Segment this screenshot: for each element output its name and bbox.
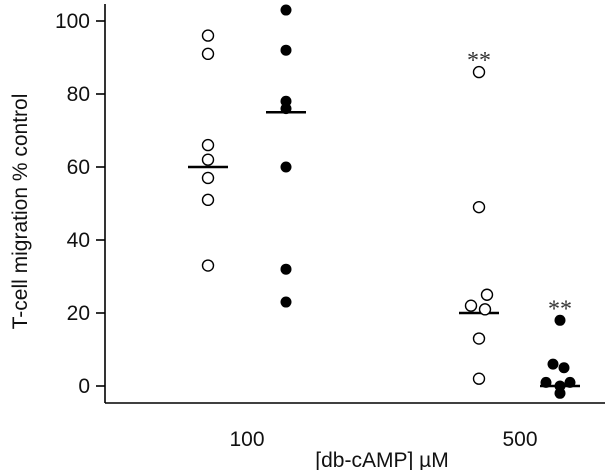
y-tick-label: 40 xyxy=(67,229,90,252)
data-points xyxy=(201,4,576,399)
significance-annotations: ** ** xyxy=(467,48,572,322)
filled-circle-point xyxy=(280,44,292,56)
y-axis-ticks: 0 20 40 60 80 100 xyxy=(55,10,105,398)
filled-circle-point xyxy=(280,103,292,115)
open-circle-point xyxy=(472,200,486,214)
open-circle-point xyxy=(201,259,215,272)
open-circle-point xyxy=(201,153,215,166)
open-circle-point xyxy=(472,65,486,79)
filled-circle-point xyxy=(280,296,292,308)
filled-circle-point xyxy=(540,376,552,388)
y-tick-label: 80 xyxy=(67,83,90,106)
open-circle-point xyxy=(464,299,478,312)
open-circle-point xyxy=(201,171,215,185)
open-circle-point xyxy=(480,288,494,301)
filled-circle-point xyxy=(280,263,292,275)
open-circle-point xyxy=(201,193,215,207)
median-lines xyxy=(188,111,580,388)
y-tick-label: 0 xyxy=(78,375,90,398)
open-circle-point xyxy=(201,47,215,61)
x-tick-label: 500 xyxy=(502,428,537,451)
significance-marker: ** xyxy=(467,48,491,74)
filled-circle-point xyxy=(554,314,566,326)
x-tick-label: 100 xyxy=(229,428,264,451)
y-tick-label: 100 xyxy=(55,10,90,33)
open-circle-point xyxy=(201,138,215,152)
y-tick-label: 60 xyxy=(67,156,90,179)
open-circle-point xyxy=(478,303,492,316)
filled-circle-point xyxy=(554,387,566,399)
x-axis-label: [db-cAMP] µM xyxy=(315,449,448,470)
y-tick-label: 20 xyxy=(67,302,90,325)
filled-circle-point xyxy=(280,4,292,16)
y-axis-label: T-cell migration % control xyxy=(9,94,32,330)
filled-circle-point xyxy=(280,161,292,173)
filled-circle-point xyxy=(547,358,559,370)
open-circle-point xyxy=(201,29,215,42)
axes xyxy=(104,4,605,404)
filled-circle-point xyxy=(564,376,576,388)
open-circle-point xyxy=(472,372,486,385)
significance-marker: ** xyxy=(548,296,572,322)
open-circle-point xyxy=(472,332,486,345)
x-axis-ticks: 100 500 xyxy=(229,428,537,451)
filled-circle-point xyxy=(558,362,570,374)
